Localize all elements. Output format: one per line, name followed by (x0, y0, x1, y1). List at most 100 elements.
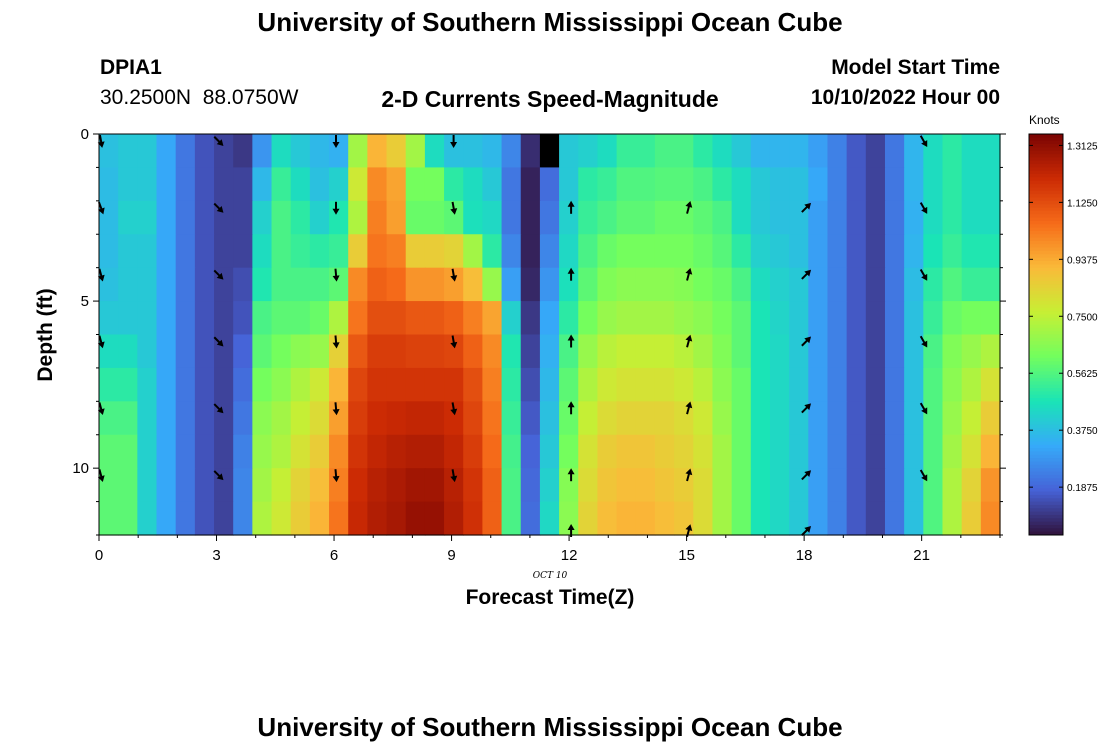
heatmap-cell (309, 334, 330, 369)
heatmap-cell (884, 200, 905, 235)
heatmap-cell (731, 134, 752, 169)
heatmap-cell (923, 134, 944, 169)
heatmap-cell (463, 334, 483, 369)
heatmap-cell (616, 167, 637, 202)
heatmap-cell (674, 301, 694, 336)
heatmap-cell (846, 468, 867, 503)
heatmap-cell (654, 267, 675, 302)
heatmap-cell (865, 434, 886, 469)
y-tick-label: 10 (72, 460, 89, 477)
heatmap-cell (942, 434, 963, 469)
colorbar-strip (1029, 468, 1063, 473)
current-vector-arrow (332, 135, 340, 148)
heatmap-cell (654, 301, 675, 336)
heatmap-cell (386, 468, 407, 503)
heatmap-cell (214, 234, 234, 269)
current-vector-arrow (332, 469, 340, 483)
heatmap-cell (578, 234, 599, 269)
heatmap-cell (559, 334, 579, 369)
heatmap-cell (233, 134, 253, 169)
colorbar-strip (1029, 230, 1063, 235)
heatmap-cell (175, 167, 196, 202)
heatmap-cell (405, 167, 426, 202)
colorbar-strip (1029, 281, 1063, 285)
colorbar-strip (1029, 458, 1063, 462)
heatmap-cell (539, 234, 560, 269)
current-vector-arrow (567, 200, 575, 214)
heatmap-cell (482, 501, 503, 536)
colorbar-strip (1029, 341, 1063, 346)
heatmap-cell (789, 234, 809, 269)
colorbar-strip (1029, 277, 1063, 282)
heatmap-cell (271, 501, 292, 536)
heatmap-cell (750, 234, 771, 269)
heatmap-cell (980, 434, 1001, 469)
heatmap-cell (118, 267, 138, 302)
heatmap-cell (329, 134, 349, 169)
heatmap-cell (367, 234, 388, 269)
colorbar-strip (1029, 394, 1063, 399)
heatmap-cell (980, 367, 1001, 402)
colorbar-strip (1029, 224, 1063, 229)
heatmap-cell (309, 434, 330, 469)
heatmap-cell (750, 401, 771, 436)
heatmap-cell (635, 334, 656, 369)
heatmap-cell (214, 367, 234, 402)
heatmap-cell (137, 200, 158, 235)
heatmap-cell (693, 334, 714, 369)
heatmap-cell (635, 267, 656, 302)
current-vector-arrow (450, 201, 458, 215)
heatmap-cell (118, 234, 138, 269)
heatmap-cell (769, 234, 790, 269)
current-vector-arrow (801, 336, 812, 347)
colorbar-strip (1029, 521, 1063, 526)
heatmap-cell (808, 501, 829, 536)
heatmap-cell (290, 134, 311, 169)
heatmap-cell (309, 468, 330, 503)
heatmap-cell (290, 401, 311, 436)
colorbar-strip (1029, 317, 1063, 322)
heatmap-cell (942, 167, 963, 202)
heatmap-cell (348, 167, 368, 202)
heatmap-cell (539, 401, 560, 436)
x-tick-label: 0 (95, 547, 103, 564)
y-tick-labels: 0 5 10 (72, 126, 89, 477)
heatmap-cell (693, 167, 714, 202)
heatmap-cell (463, 167, 483, 202)
heatmap-cell (520, 167, 541, 202)
heatmap-cell (597, 468, 618, 503)
current-vector-arrow (919, 269, 928, 281)
heatmap-cell (329, 301, 349, 336)
heatmap-cell (118, 334, 138, 369)
heatmap-cell (501, 468, 522, 503)
heatmap-cell (194, 401, 215, 436)
colorbar-strip (1029, 314, 1063, 319)
heatmap-cell (923, 468, 944, 503)
heatmap-cell (290, 501, 311, 536)
heatmap-cell (367, 200, 388, 235)
heatmap-cell (712, 334, 733, 369)
heatmap-cell (616, 501, 637, 536)
colorbar-strip (1029, 254, 1063, 259)
heatmap-cell (137, 367, 158, 402)
colorbar-strip (1029, 381, 1063, 386)
colorbar-tick-label: 1.3125 (1067, 141, 1098, 152)
heatmap-cell (635, 200, 656, 235)
arrow-head (685, 201, 693, 208)
heatmap-cell (616, 401, 637, 436)
heatmap-cell (578, 334, 599, 369)
heatmap-cell (942, 200, 963, 235)
heatmap-cell (865, 267, 886, 302)
colorbar-strip (1029, 337, 1063, 342)
heatmap-cell (846, 334, 867, 369)
heatmap-cell (386, 434, 407, 469)
arrow-head (97, 408, 105, 416)
heatmap-cell (961, 334, 982, 369)
heatmap-cell (482, 167, 503, 202)
colorbar-strip (1029, 501, 1063, 506)
heatmap-cell (118, 134, 138, 169)
heatmap-cell (654, 200, 675, 235)
colorbar-strip (1029, 471, 1063, 476)
heatmap-cell (252, 301, 273, 336)
heatmap-cell (444, 501, 464, 536)
